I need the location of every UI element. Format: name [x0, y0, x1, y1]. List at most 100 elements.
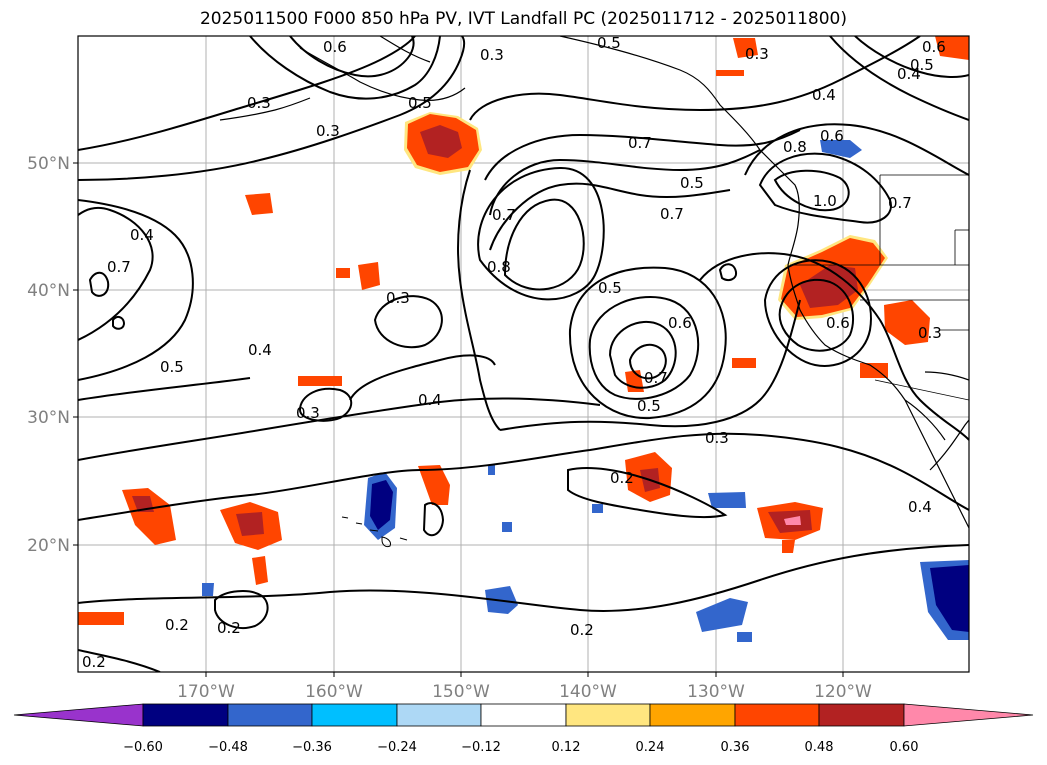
map-content: 0.3 0.3 0.3 0.3 0.3 0.3 0.3 0.3 0.5 0.5 … — [78, 34, 969, 672]
contour-label: 0.4 — [418, 391, 442, 409]
colorbar-segment — [311, 703, 398, 727]
pc-region — [592, 504, 603, 513]
lon-tick-label: 130°W — [687, 682, 745, 702]
negative-pc-regions — [202, 140, 969, 642]
contour-label: 0.3 — [918, 324, 942, 342]
contour-label: 0.6 — [826, 314, 850, 332]
pc-region — [784, 516, 801, 525]
lon-tick-labels: 170°W 160°W 150°W 140°W 130°W 120°W — [177, 682, 872, 702]
contour-label: 0.7 — [628, 134, 652, 152]
contour-label: 0.3 — [296, 404, 320, 422]
colorbar-segment — [142, 703, 229, 727]
pc-region — [370, 480, 393, 530]
lon-tick-label: 160°W — [305, 682, 363, 702]
colorbar-tick-label: 0.60 — [890, 740, 919, 755]
contour-label: 0.5 — [680, 174, 704, 192]
contour-label: 0.6 — [922, 38, 946, 56]
colorbar-segment — [13, 703, 144, 727]
contour-label: 0.7 — [644, 369, 668, 387]
hawaii-islands — [341, 516, 408, 548]
pc-region — [716, 70, 744, 76]
pc-region — [202, 583, 214, 596]
contour-label: 0.5 — [160, 358, 184, 376]
pc-region — [78, 612, 124, 625]
contour-label: 0.4 — [897, 65, 921, 83]
colorbar — [13, 703, 1034, 727]
contour-label: 0.4 — [812, 86, 836, 104]
contour-label: 0.8 — [487, 258, 511, 276]
colorbar-segment — [565, 703, 651, 727]
lat-tick-label: 40°N — [27, 281, 70, 301]
colorbar-tick-label: −0.24 — [377, 740, 417, 755]
contour-label: 0.3 — [745, 45, 769, 63]
contour-label: 0.5 — [598, 279, 622, 297]
contour-label: 0.7 — [107, 258, 131, 276]
colorbar-tick-label: −0.12 — [461, 740, 501, 755]
colorbar-segment — [734, 703, 820, 727]
pc-region — [252, 556, 268, 585]
contour-label: 0.3 — [386, 289, 410, 307]
lon-tick-label: 120°W — [814, 682, 872, 702]
colorbar-segment — [903, 703, 1034, 727]
lat-tick-label: 20°N — [27, 536, 70, 556]
lat-tick-label: 50°N — [27, 154, 70, 174]
contour-label: 0.5 — [408, 94, 432, 112]
contour-label: 0.4 — [130, 226, 154, 244]
pc-region — [884, 300, 930, 345]
contour-label: 0.3 — [705, 429, 729, 447]
map-frame — [77, 35, 970, 673]
map-title: 2025011500 F000 850 hPa PV, IVT Landfall… — [199, 9, 847, 29]
colorbar-tick-label: 0.36 — [721, 740, 750, 755]
contour-labels: 0.3 0.3 0.3 0.3 0.3 0.3 0.3 0.3 0.5 0.5 … — [82, 34, 946, 671]
pc-region — [935, 36, 969, 60]
contour-label: 0.5 — [910, 56, 934, 74]
pc-region — [298, 376, 342, 386]
contour-label: 0.2 — [610, 469, 634, 487]
colorbar-tick-label: −0.36 — [292, 740, 332, 755]
pc-region — [737, 632, 752, 642]
pc-region — [732, 358, 756, 368]
pc-region — [820, 140, 862, 158]
colorbar-tick-label: −0.48 — [208, 740, 248, 755]
pc-region — [502, 522, 512, 532]
colorbar-tick-label: −0.60 — [123, 740, 163, 755]
positive-pc-regions — [78, 36, 969, 625]
lat-tick-labels: 50°N 40°N 30°N 20°N — [27, 154, 70, 556]
contour-label: 0.7 — [660, 205, 684, 223]
contour-label: 1.0 — [813, 192, 837, 210]
pc-region — [245, 193, 273, 215]
contour-label: 0.3 — [247, 94, 271, 112]
colorbar-segment — [818, 703, 905, 727]
lon-tick-label: 170°W — [177, 682, 235, 702]
pc-region — [930, 565, 969, 632]
lon-tick-label: 150°W — [432, 682, 490, 702]
contour-label: 0.2 — [165, 616, 189, 634]
pc-region — [733, 38, 758, 58]
colorbar-segment — [480, 703, 567, 727]
contour-label: 0.7 — [492, 206, 516, 224]
contour-label: 0.2 — [82, 653, 106, 671]
pc-region — [420, 125, 462, 158]
contour-label: 0.3 — [480, 46, 504, 64]
colorbar-tick-label: 0.12 — [552, 740, 581, 755]
colorbar-segment — [396, 703, 482, 727]
lat-tick-label: 30°N — [27, 408, 70, 428]
contour-label: 0.6 — [668, 314, 692, 332]
pc-region — [696, 598, 748, 632]
pc-region — [236, 512, 264, 536]
axis-ticks — [73, 162, 844, 677]
gridlines — [78, 36, 969, 672]
pv-contours — [78, 36, 969, 672]
contour-label: 0.6 — [323, 38, 347, 56]
pc-region — [782, 540, 795, 553]
contour-label: 0.2 — [217, 619, 241, 637]
contour-label: 0.5 — [597, 34, 621, 52]
colorbar-tick-labels: −0.60 −0.48 −0.36 −0.24 −0.12 0.12 0.24 … — [123, 740, 918, 755]
pc-region — [358, 262, 380, 290]
pc-region — [800, 265, 858, 308]
colorbar-tick-label: 0.24 — [636, 740, 665, 755]
lon-tick-label: 140°W — [559, 682, 617, 702]
contour-label: 0.4 — [248, 341, 272, 359]
pc-region — [336, 268, 350, 278]
